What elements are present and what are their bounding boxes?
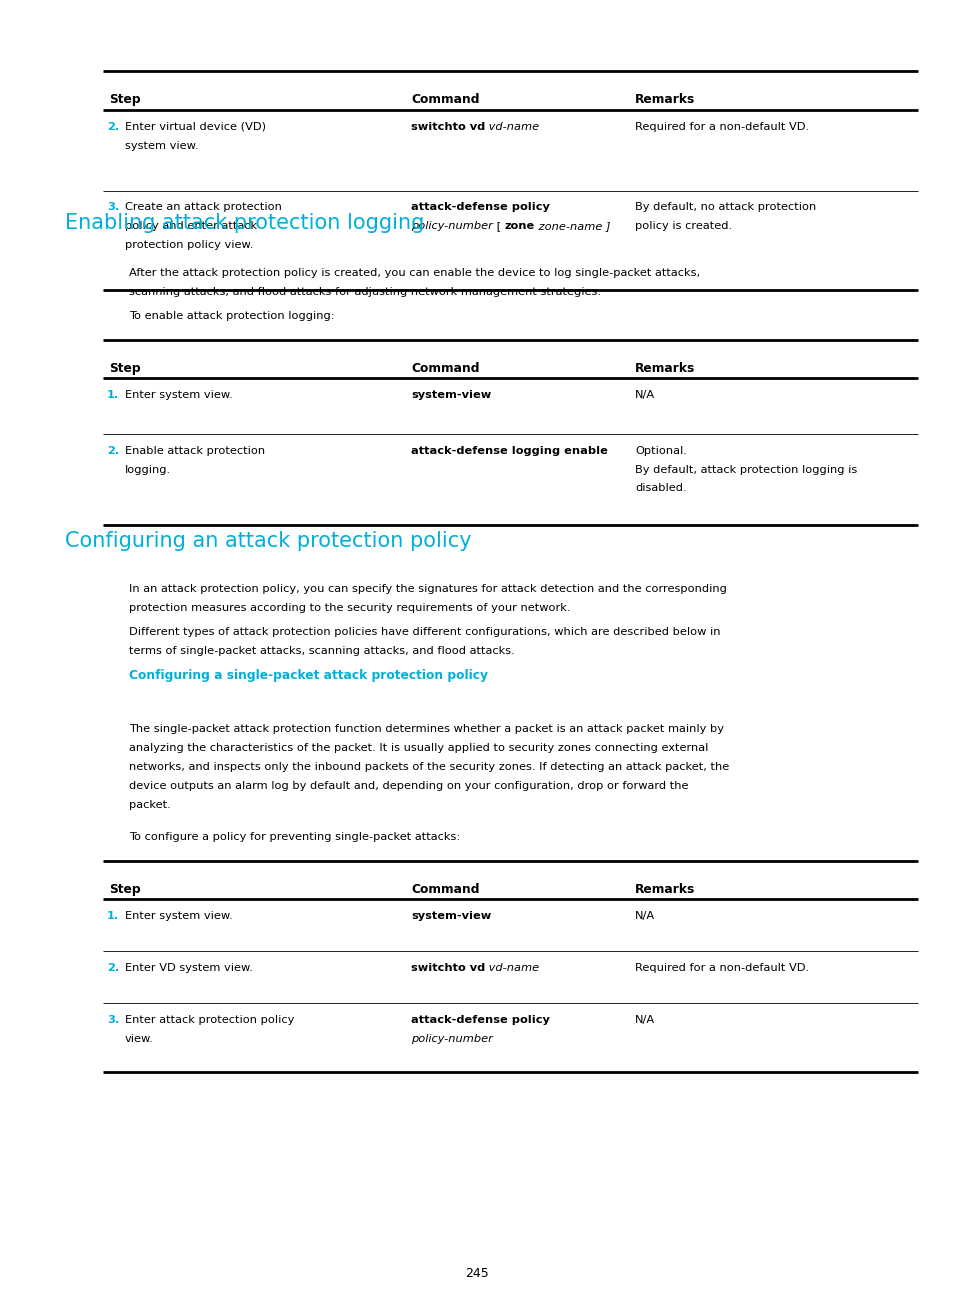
Text: 2.: 2. [107, 446, 119, 456]
Text: policy and enter attack: policy and enter attack [125, 222, 256, 231]
Text: attack-defense logging enable: attack-defense logging enable [411, 446, 607, 456]
Text: protection policy view.: protection policy view. [125, 240, 253, 250]
Text: Optional.: Optional. [635, 446, 686, 456]
Text: policy is created.: policy is created. [635, 222, 732, 231]
Text: vd-name: vd-name [485, 963, 539, 973]
Text: device outputs an alarm log by default and, depending on your configuration, dro: device outputs an alarm log by default a… [129, 780, 687, 791]
Text: Remarks: Remarks [635, 362, 695, 375]
Text: system-view: system-view [411, 911, 491, 921]
Text: 1.: 1. [107, 911, 119, 921]
Text: policy-number: policy-number [411, 222, 493, 231]
Text: 1.: 1. [107, 390, 119, 400]
Text: 3.: 3. [107, 1015, 119, 1025]
Text: N/A: N/A [635, 390, 655, 400]
Text: By default, attack protection logging is: By default, attack protection logging is [635, 465, 857, 474]
Text: switchto vd: switchto vd [411, 963, 485, 973]
Text: view.: view. [125, 1034, 153, 1043]
Text: analyzing the characteristics of the packet. It is usually applied to security z: analyzing the characteristics of the pac… [129, 744, 707, 753]
Text: Step: Step [109, 362, 140, 375]
Text: Create an attack protection: Create an attack protection [125, 202, 281, 213]
Text: 3.: 3. [107, 202, 119, 213]
Text: protection measures according to the security requirements of your network.: protection measures according to the sec… [129, 603, 570, 613]
Text: vd-name: vd-name [485, 122, 539, 132]
Text: N/A: N/A [635, 1015, 655, 1025]
Text: In an attack protection policy, you can specify the signatures for attack detect: In an attack protection policy, you can … [129, 584, 726, 595]
Text: system-view: system-view [411, 390, 491, 400]
Text: Command: Command [411, 883, 479, 896]
Text: Step: Step [109, 883, 140, 896]
Text: policy-number: policy-number [411, 1034, 493, 1043]
Text: Step: Step [109, 93, 140, 106]
Text: switchto vd: switchto vd [411, 122, 485, 132]
Text: zone-name ]: zone-name ] [535, 222, 610, 231]
Text: scanning attacks, and flood attacks for adjusting network management strategies.: scanning attacks, and flood attacks for … [129, 286, 600, 297]
Text: Required for a non-default VD.: Required for a non-default VD. [635, 963, 809, 973]
Text: disabled.: disabled. [635, 483, 686, 494]
Text: networks, and inspects only the inbound packets of the security zones. If detect: networks, and inspects only the inbound … [129, 762, 728, 772]
Text: 2.: 2. [107, 963, 119, 973]
Text: By default, no attack protection: By default, no attack protection [635, 202, 816, 213]
Text: terms of single-packet attacks, scanning attacks, and flood attacks.: terms of single-packet attacks, scanning… [129, 645, 514, 656]
Text: system view.: system view. [125, 141, 198, 150]
Text: Enter attack protection policy: Enter attack protection policy [125, 1015, 294, 1025]
Text: Command: Command [411, 93, 479, 106]
Text: attack-defense policy: attack-defense policy [411, 1015, 550, 1025]
Text: Enter virtual device (VD): Enter virtual device (VD) [125, 122, 266, 132]
Text: 2.: 2. [107, 122, 119, 132]
Text: Different types of attack protection policies have different configurations, whi: Different types of attack protection pol… [129, 627, 720, 638]
Text: Configuring an attack protection policy: Configuring an attack protection policy [65, 531, 471, 551]
Text: zone: zone [504, 222, 535, 231]
Text: Enter VD system view.: Enter VD system view. [125, 963, 253, 973]
Text: Enabling attack protection logging: Enabling attack protection logging [65, 213, 424, 232]
Text: The single-packet attack protection function determines whether a packet is an a: The single-packet attack protection func… [129, 724, 723, 735]
Text: Command: Command [411, 362, 479, 375]
Text: Required for a non-default VD.: Required for a non-default VD. [635, 122, 809, 132]
Text: 245: 245 [465, 1267, 488, 1280]
Text: To enable attack protection logging:: To enable attack protection logging: [129, 311, 335, 321]
Text: Remarks: Remarks [635, 93, 695, 106]
Text: Enter system view.: Enter system view. [125, 390, 233, 400]
Text: logging.: logging. [125, 465, 171, 474]
Text: N/A: N/A [635, 911, 655, 921]
Text: packet.: packet. [129, 800, 171, 810]
Text: [: [ [493, 222, 504, 231]
Text: Enable attack protection: Enable attack protection [125, 446, 265, 456]
Text: Remarks: Remarks [635, 883, 695, 896]
Text: After the attack protection policy is created, you can enable the device to log : After the attack protection policy is cr… [129, 268, 700, 279]
Text: attack-defense policy: attack-defense policy [411, 202, 550, 213]
Text: To configure a policy for preventing single-packet attacks:: To configure a policy for preventing sin… [129, 832, 459, 842]
Text: Configuring a single-packet attack protection policy: Configuring a single-packet attack prote… [129, 669, 487, 682]
Text: Enter system view.: Enter system view. [125, 911, 233, 921]
